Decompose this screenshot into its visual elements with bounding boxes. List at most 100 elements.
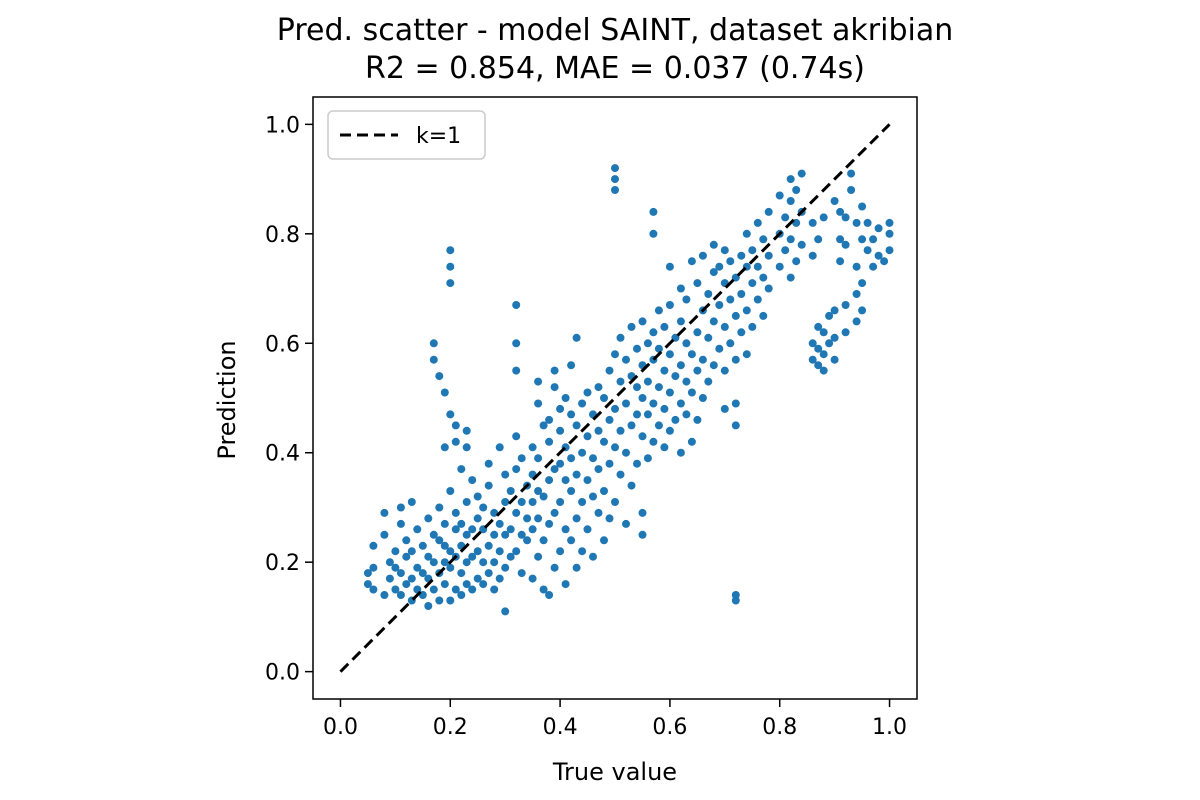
scatter-point (435, 596, 444, 605)
scatter-point (550, 563, 559, 572)
scatter-point (660, 443, 669, 452)
scatter-point (589, 552, 597, 561)
scatter-point (611, 186, 619, 194)
scatter-point (429, 558, 438, 567)
scatter-point (611, 175, 619, 184)
scatter-point (654, 383, 663, 392)
scatter-point (539, 536, 548, 545)
scatter-point (687, 388, 696, 397)
y-tick-label: 0.6 (265, 332, 300, 357)
scatter-point (759, 273, 768, 282)
scatter-point (490, 585, 499, 594)
scatter-point (869, 235, 878, 244)
scatter-point (698, 394, 707, 402)
x-tick-label: 0.6 (652, 715, 687, 740)
scatter-point (413, 563, 422, 572)
scatter-point (594, 383, 603, 392)
scatter-point (759, 311, 768, 320)
scatter-point (605, 459, 614, 468)
scatter-point (578, 547, 587, 556)
scatter-point (660, 404, 669, 413)
scatter-point (649, 437, 658, 446)
scatter-point (819, 213, 828, 222)
scatter-point (704, 290, 713, 298)
scatter-point (874, 251, 883, 260)
scatter-point (380, 508, 389, 517)
scatter-point (440, 541, 449, 550)
scatter-point (534, 377, 543, 386)
scatter-point (528, 498, 537, 506)
scatter-point (534, 399, 543, 408)
scatter-point (556, 498, 565, 506)
scatter-point (808, 355, 817, 364)
scatter-point (501, 470, 510, 479)
scatter-point (638, 508, 647, 517)
scatter-point (556, 426, 565, 435)
scatter-point (715, 301, 724, 309)
scatter-point (545, 437, 554, 446)
scatter-point (468, 525, 477, 534)
scatter-point (858, 235, 867, 244)
scatter-point (682, 339, 691, 348)
scatter-point (473, 514, 482, 523)
scatter-point (622, 399, 630, 408)
scatter-point (589, 454, 597, 463)
scatter-point (643, 410, 652, 419)
scatter-point (753, 218, 762, 227)
scatter-point (495, 519, 504, 528)
scatter-point (676, 448, 685, 457)
scatter-point (748, 322, 757, 331)
scatter-point (567, 454, 576, 463)
scatter-point (462, 558, 471, 567)
scatter-point (748, 246, 757, 255)
scatter-point (495, 443, 504, 452)
scatter-point (407, 498, 416, 506)
scatter-point (446, 563, 455, 572)
scatter-point (869, 262, 878, 271)
scatter-point (665, 301, 674, 309)
scatter-point (528, 525, 537, 534)
scatter-point (649, 399, 658, 408)
scatter-point (687, 257, 696, 266)
scatter-point (495, 574, 504, 583)
scatter-point (676, 399, 685, 408)
scatter-point (462, 443, 471, 452)
scatter-point (457, 591, 466, 599)
scatter-point (600, 536, 608, 545)
scatter-point (594, 508, 603, 517)
scatter-point (572, 514, 581, 523)
scatter-point (654, 421, 663, 430)
scatter-point (649, 328, 658, 337)
scatter-point (501, 498, 510, 506)
scatter-point (572, 421, 581, 430)
scatter-point (385, 558, 394, 567)
scatter-point (616, 377, 625, 386)
scatter-point (391, 563, 400, 572)
scatter-point (457, 569, 466, 578)
scatter-point (731, 311, 740, 320)
scatter-point (490, 508, 499, 517)
scatter-point (462, 498, 471, 506)
scatter-point (781, 246, 790, 255)
scatter-point (611, 404, 619, 413)
x-tick-label: 0.0 (323, 715, 358, 740)
scatter-point (863, 218, 872, 227)
scatter-point (545, 476, 554, 485)
scatter-point (418, 541, 427, 550)
scatter-point (407, 547, 416, 556)
scatter-point (698, 251, 707, 260)
scatter-point (622, 355, 630, 364)
scatter-point (534, 552, 543, 561)
scatter-point (512, 432, 521, 441)
scatter-point (687, 437, 696, 446)
scatter-point (550, 366, 559, 375)
y-tick-label: 1.0 (265, 113, 300, 138)
scatter-point (665, 350, 674, 359)
scatter-point (462, 426, 471, 435)
scatter-point (698, 355, 707, 364)
scatter-point (693, 328, 702, 337)
scatter-point (836, 207, 845, 216)
scatter-point (517, 498, 526, 506)
scatter-point (819, 328, 828, 337)
scatter-point (671, 415, 680, 424)
